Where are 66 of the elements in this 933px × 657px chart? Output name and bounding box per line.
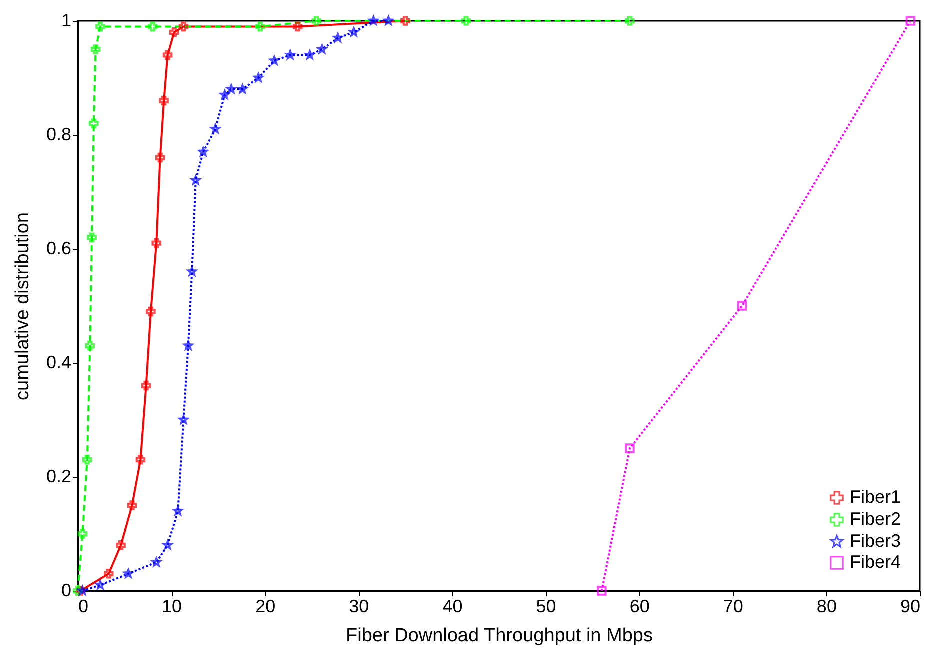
point bbox=[85, 341, 96, 351]
point bbox=[162, 50, 173, 60]
point bbox=[191, 176, 201, 185]
x-tick-label: 0 bbox=[78, 596, 89, 616]
point bbox=[136, 455, 146, 465]
point bbox=[146, 306, 156, 317]
point bbox=[155, 152, 166, 163]
point bbox=[169, 28, 180, 38]
point bbox=[82, 455, 92, 465]
x-tick-label: 10 bbox=[162, 596, 182, 616]
legend-label: Fiber3 bbox=[850, 531, 902, 551]
point bbox=[597, 586, 607, 596]
y-tick-label: 0.4 bbox=[46, 352, 72, 372]
point bbox=[96, 22, 106, 32]
point bbox=[906, 16, 916, 26]
y-tick-label: 0.8 bbox=[46, 124, 72, 144]
point bbox=[152, 558, 162, 567]
point bbox=[305, 50, 315, 60]
point bbox=[173, 506, 183, 516]
point bbox=[400, 16, 410, 26]
point bbox=[256, 22, 266, 32]
x-tick-label: 70 bbox=[723, 596, 744, 616]
x-tick-label: 50 bbox=[536, 596, 556, 616]
legend-label: Fiber2 bbox=[850, 509, 902, 529]
point bbox=[87, 232, 97, 242]
x-tick-label: 60 bbox=[630, 596, 650, 616]
point bbox=[89, 118, 99, 128]
y-tick-label: 1 bbox=[61, 10, 72, 30]
point bbox=[625, 16, 635, 26]
point bbox=[220, 90, 230, 100]
point bbox=[90, 44, 101, 54]
y-tick-label: 0.6 bbox=[46, 238, 72, 258]
legend-label: Fiber4 bbox=[850, 552, 902, 572]
point bbox=[312, 16, 322, 26]
point bbox=[148, 22, 158, 32]
x-tick-label: 20 bbox=[256, 596, 276, 616]
point bbox=[625, 444, 635, 454]
x-tick-label: 40 bbox=[442, 596, 463, 616]
point bbox=[159, 96, 169, 106]
point bbox=[461, 16, 472, 26]
x-tick-label: 30 bbox=[349, 596, 370, 616]
y-axis-title: cumulative distribution bbox=[12, 212, 34, 400]
point bbox=[333, 33, 343, 42]
point bbox=[141, 380, 152, 391]
point bbox=[384, 16, 394, 26]
point bbox=[178, 22, 189, 32]
x-tick-label: 80 bbox=[816, 596, 837, 616]
x-axis-title: Fiber Download Throughput in Mbps bbox=[346, 626, 653, 646]
point bbox=[96, 580, 106, 590]
point bbox=[187, 266, 197, 276]
point bbox=[127, 500, 138, 510]
point bbox=[368, 16, 378, 26]
point bbox=[286, 50, 296, 60]
x-tick-label: 90 bbox=[900, 596, 920, 616]
point bbox=[116, 540, 126, 550]
point bbox=[152, 238, 162, 248]
point bbox=[210, 124, 220, 134]
y-tick-label: 0.2 bbox=[46, 466, 72, 486]
legend-label: Fiber1 bbox=[850, 487, 902, 507]
point bbox=[292, 22, 303, 32]
point bbox=[737, 301, 748, 311]
point bbox=[254, 73, 264, 82]
y-tick-label: 0 bbox=[61, 580, 72, 600]
point bbox=[104, 569, 114, 579]
point bbox=[198, 147, 208, 156]
point bbox=[78, 529, 88, 539]
